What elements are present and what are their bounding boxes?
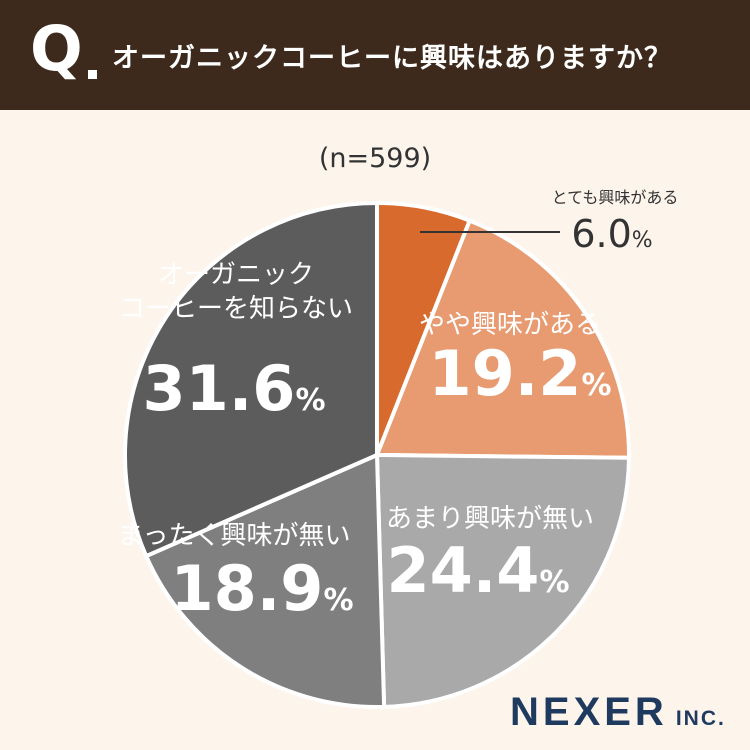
slice-label: とても興味がある xyxy=(552,188,679,207)
slice-value: 18.9% xyxy=(170,552,353,625)
logo-sub-text: INC. xyxy=(675,707,726,730)
q-mark: Q xyxy=(30,12,83,85)
slice-label: オーガニックコーヒーを知らない xyxy=(119,260,353,324)
slice-value: 31.6% xyxy=(142,352,325,425)
logo-main-text: NEXER xyxy=(510,690,668,734)
pie-slice xyxy=(123,200,379,559)
nexer-logo: NEXER INC. xyxy=(510,690,726,735)
slice-value: 6.0% xyxy=(571,212,652,256)
slice-label: やや興味がある xyxy=(419,310,601,340)
slice-value: 24.4% xyxy=(386,534,569,607)
q-dot-decoration xyxy=(88,70,97,79)
pie-slice xyxy=(374,218,631,460)
slice-value: 19.2% xyxy=(428,337,611,410)
sample-size-label: (n=599) xyxy=(318,143,432,174)
question-title: オーガニックコーヒーに興味はありますか？ xyxy=(112,43,672,74)
slice-label: あまり興味が無い xyxy=(386,504,594,534)
slice-label: まったく興味が無い xyxy=(118,521,351,551)
header-bar: Q オーガニックコーヒーに興味はありますか？ xyxy=(0,0,750,110)
pie-slice xyxy=(143,451,387,709)
pie-slice xyxy=(374,452,632,709)
